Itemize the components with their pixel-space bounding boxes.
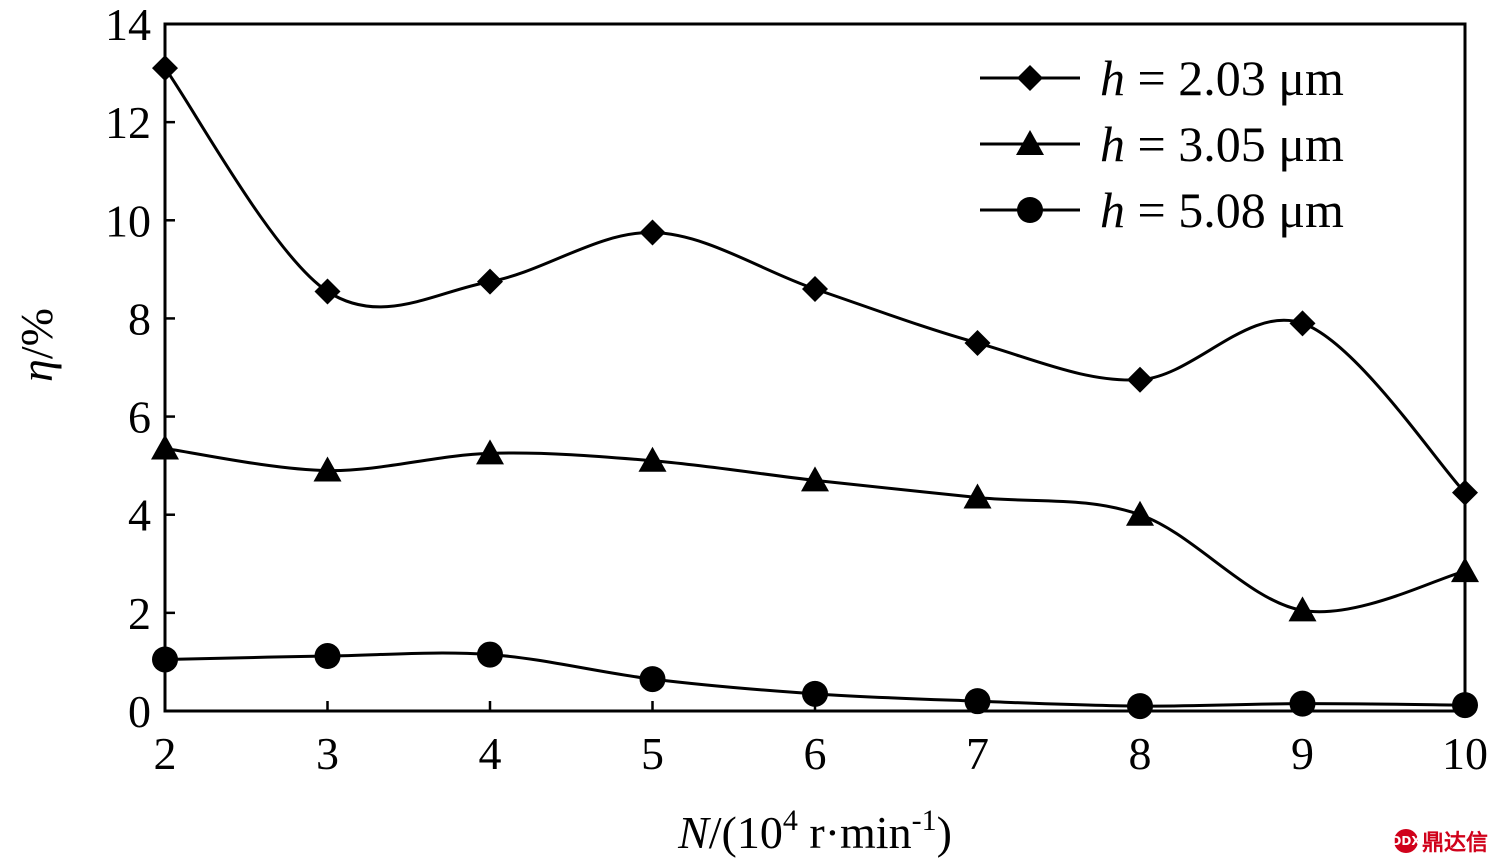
data-point (801, 466, 829, 492)
data-point (1126, 500, 1154, 526)
watermark-text: 鼎达信 (1421, 831, 1488, 856)
legend-label-var: h (1100, 50, 1125, 106)
legend-label-rest: = 2.03 μm (1125, 50, 1344, 106)
x-tick-label: 2 (154, 728, 177, 779)
legend-label-var: h (1100, 182, 1125, 238)
data-point (314, 278, 341, 305)
series-diamond (152, 55, 1478, 506)
legend-marker (1017, 197, 1043, 223)
data-point (1451, 557, 1479, 583)
legend-entry: h = 2.03 μm (980, 50, 1344, 106)
y-tick-label: 8 (128, 293, 151, 344)
data-point (314, 643, 341, 670)
x-tick-label: 7 (966, 728, 989, 779)
data-point (1289, 310, 1316, 337)
legend: h = 2.03 μmh = 3.05 μmh = 5.08 μm (980, 50, 1344, 238)
legend-entry: h = 3.05 μm (980, 116, 1344, 172)
data-point (1289, 690, 1316, 717)
data-point (313, 456, 342, 482)
data-point (638, 446, 667, 472)
data-point (151, 434, 179, 460)
legend-marker (1016, 130, 1044, 155)
legend-label: h = 5.08 μm (1100, 182, 1344, 238)
x-tick-label: 3 (316, 728, 339, 779)
data-point (802, 275, 828, 302)
data-point (476, 439, 504, 465)
data-point (964, 329, 991, 356)
legend-label-rest: = 3.05 μm (1125, 116, 1344, 172)
x-tick-label: 5 (641, 728, 664, 779)
y-tick-label: 0 (128, 686, 151, 737)
y-tick-label: 6 (128, 392, 151, 443)
y-tick-label: 4 (128, 490, 151, 541)
data-point (802, 680, 828, 707)
x-tick-label: 4 (479, 728, 502, 779)
data-point (1452, 479, 1478, 506)
legend-label: h = 2.03 μm (1100, 50, 1344, 106)
watermark-logo: DDX (1391, 829, 1421, 853)
y-axis-label: η/% (11, 308, 62, 382)
y-tick-label: 12 (105, 97, 151, 148)
y-tick-label: 14 (105, 0, 151, 50)
y-tick-labels: 0 2 4 6 8 10 12 14 (105, 0, 151, 737)
y-tick-label: 10 (105, 195, 151, 246)
data-series (151, 55, 1479, 720)
legend-entry: h = 5.08 μm (980, 182, 1344, 238)
legend-label-var: h (1100, 116, 1125, 172)
data-point (152, 646, 178, 673)
data-point (1127, 366, 1153, 393)
series-triangle (151, 434, 1479, 622)
data-point (963, 483, 992, 509)
data-point (152, 55, 178, 82)
series-circle (152, 641, 1478, 720)
data-point (639, 666, 666, 693)
data-point (964, 688, 991, 715)
x-axis-label: N/(104 r·min-1) (677, 804, 952, 858)
x-tick-label: 6 (804, 728, 827, 779)
legend-label: h = 3.05 μm (1100, 116, 1344, 172)
x-tick-labels: 2 3 4 5 6 7 8 9 10 (154, 728, 1489, 779)
y-tick-label: 2 (128, 588, 151, 639)
data-point (477, 641, 503, 668)
data-point (1127, 693, 1153, 720)
x-tick-label: 9 (1291, 728, 1314, 779)
data-point (1288, 596, 1317, 622)
x-tick-label: 8 (1129, 728, 1152, 779)
data-point (1452, 692, 1478, 719)
data-point (477, 268, 503, 295)
legend-label-rest: = 5.08 μm (1125, 182, 1344, 238)
watermark: DDX 鼎达信 (1391, 824, 1488, 858)
data-point (639, 219, 666, 246)
x-tick-label: 10 (1442, 728, 1488, 779)
legend-marker (1017, 65, 1043, 91)
